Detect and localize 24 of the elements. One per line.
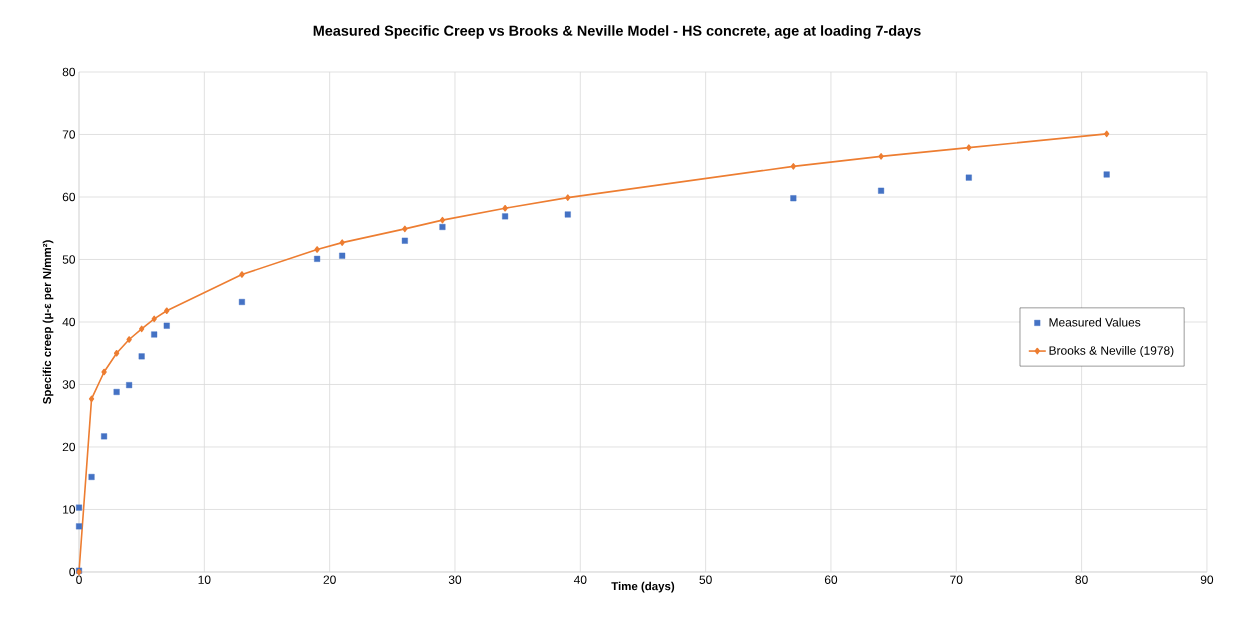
legend-label: Measured Values bbox=[1049, 317, 1141, 327]
x-tick-label: 80 bbox=[1075, 575, 1088, 584]
y-tick-label: 20 bbox=[62, 442, 76, 452]
x-tick-label: 90 bbox=[1200, 575, 1214, 584]
chart-title: Measured Specific Creep vs Brooks & Neville Model - HS concrete, age at loading 7-days bbox=[313, 25, 921, 39]
y-tick-label: 60 bbox=[62, 192, 76, 202]
y-tick-label: 30 bbox=[62, 380, 76, 389]
x-tick-label: 50 bbox=[699, 575, 712, 584]
x-tick-label: 20 bbox=[323, 575, 336, 584]
x-axis-title: Time (days) bbox=[611, 581, 675, 593]
x-tick-label: 0 bbox=[76, 575, 82, 584]
x-tick-label: 70 bbox=[950, 575, 963, 584]
y-axis-title: Specific creep (μ-ε per N/mm²) bbox=[42, 240, 54, 404]
x-tick-label: 10 bbox=[198, 575, 211, 584]
y-tick-label: 40 bbox=[62, 317, 76, 327]
y-tick-label: 50 bbox=[62, 255, 76, 264]
y-tick-label: 80 bbox=[62, 67, 76, 77]
y-tick-label: 10 bbox=[63, 505, 76, 514]
x-tick-label: 40 bbox=[573, 575, 587, 584]
x-tick-label: 30 bbox=[448, 575, 462, 584]
legend-label: Brooks & Neville (1978) bbox=[1049, 345, 1174, 358]
y-tick-label: 70 bbox=[62, 130, 76, 139]
x-tick-label: 60 bbox=[824, 575, 838, 584]
y-tick-label: 0 bbox=[69, 567, 76, 577]
